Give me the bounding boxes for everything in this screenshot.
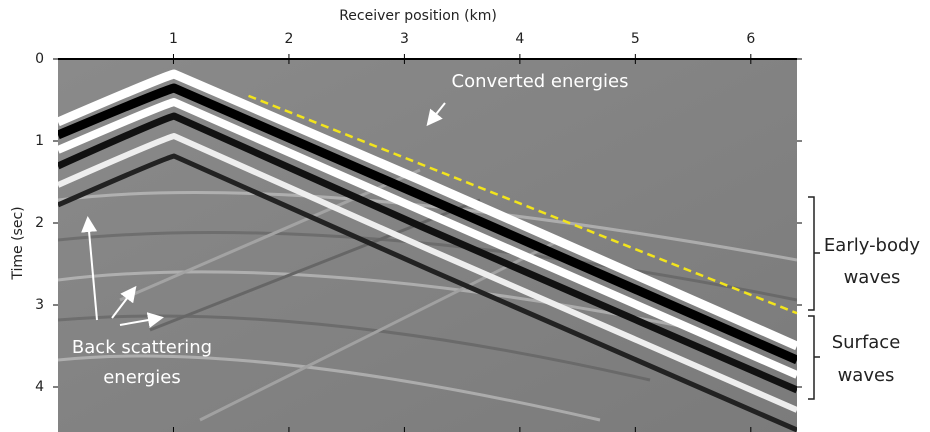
annotation: Surface xyxy=(832,332,901,353)
x-tick-label: 6 xyxy=(746,31,755,47)
y-tick-label: 2 xyxy=(35,215,44,231)
y-axis-label: Time (sec) xyxy=(10,206,26,280)
x-tick-label: 1 xyxy=(169,31,178,47)
annotation: Back scattering xyxy=(72,337,212,358)
y-tick-label: 1 xyxy=(35,133,44,149)
overlay-line xyxy=(248,94,798,315)
brackets xyxy=(808,196,820,400)
y-tick-label: 0 xyxy=(35,51,44,67)
x-tick-label: 5 xyxy=(631,31,640,47)
annotation: waves xyxy=(838,365,895,386)
x-tick-label: 4 xyxy=(515,31,524,47)
x-tick-label: 2 xyxy=(284,31,293,47)
x-tick-label: 3 xyxy=(400,31,409,47)
x-axis-label: Receiver position (km) xyxy=(339,8,497,24)
annotation: energies xyxy=(103,367,181,388)
arrows xyxy=(81,102,446,328)
annotation: waves xyxy=(844,267,901,288)
annotation: Converted energies xyxy=(452,71,629,92)
annotation: Early-body xyxy=(824,235,921,256)
y-tick-label: 4 xyxy=(35,379,44,395)
y-tick-label: 3 xyxy=(35,297,44,313)
